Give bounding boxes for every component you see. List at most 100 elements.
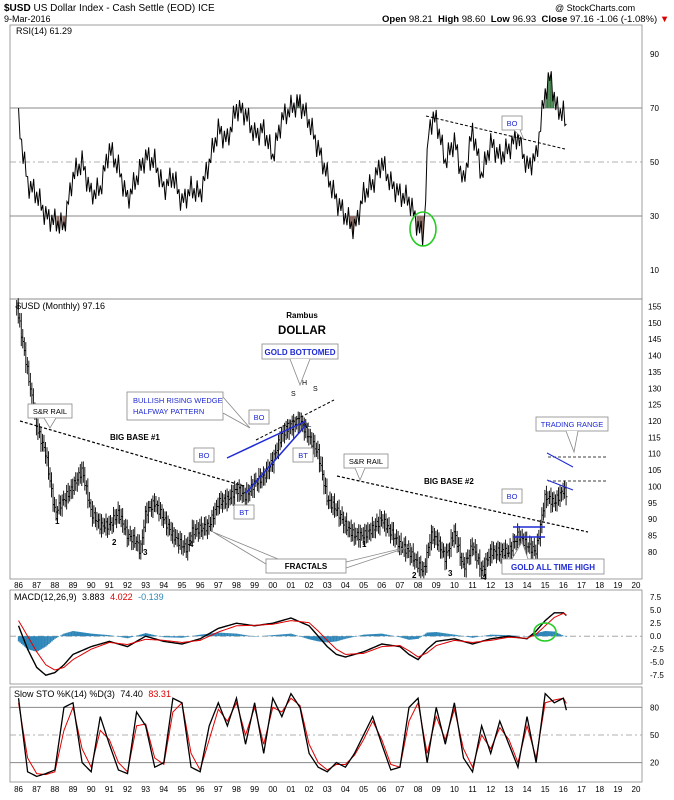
x-tick-label-19: 19 [613,785,622,794]
macd-hist-bar [93,633,96,637]
macd-hist-bar [326,636,329,643]
macd-hist-bar [353,636,356,637]
macd-hist-bar [219,632,221,637]
macd-hist-bar [550,631,553,637]
macd-hist-bar [163,636,165,638]
macd-hist-bar [427,632,430,637]
hist-value: -0.139 [138,592,164,602]
x-tick-label-99: 99 [250,581,259,590]
macd-hist-bar [411,636,413,640]
hs-left-shoulder: S [291,391,296,398]
macd-hist-bar [40,636,43,650]
macd-hist-bar [173,636,176,638]
macd-hist-bar [240,634,242,637]
macd-green-circle [533,622,557,642]
macd-hist-bar [337,636,339,641]
price-layer: 80 85 90 95 100 105 110 115 120 125 130 135 140 145 15… [15,298,662,580]
macd-hist-bar [143,633,146,637]
open-value: 98.21 [408,14,433,25]
macd-hist-bar [95,633,97,637]
price-y-tick-140: 140 [648,352,662,361]
macd-hist-bar [243,634,245,637]
x-tick-label-90: 90 [87,581,96,590]
macd-hist-bar [217,632,220,637]
x-tick-label-00: 00 [268,581,277,590]
macd-hist-bar [493,634,495,637]
macd-hist-bar [497,634,500,637]
macd-hist-bar [505,635,507,637]
macd-hist-bar [453,634,456,637]
sto-y-tick-20: 20 [650,759,659,768]
macd-hist-bar [19,636,21,643]
x-tick-label-86: 86 [14,581,23,590]
macd-hist-bar [423,634,426,637]
x-tick-label-98: 98 [232,581,241,590]
macd-hist-bar [119,636,121,637]
macd-hist-bar [502,634,504,637]
macd-hist-bar [147,633,150,637]
hs-neckline-label: NL [303,422,312,429]
macd-hist-bar [291,634,294,637]
macd-hist-bar [241,634,244,637]
macd-hist-bar [110,635,112,637]
rsi-panel-title: RSI(14) 61.29 [16,26,72,36]
x-tick-label-98: 98 [232,785,241,794]
x-tick-label-20: 20 [632,785,641,794]
macd-hist-bar [278,634,280,637]
macd-hist-bar [446,633,448,637]
sto-layer: 20 50 80 [10,692,659,778]
big-base-1-label: BIG BASE #1 [110,433,160,442]
macd-hist-bar [565,636,568,637]
macd-hist-bar [379,633,382,637]
macd-hist-bar [82,632,85,637]
flag-upper-line [546,452,574,468]
macd-hist-bar [544,631,547,637]
macd-hist-bar [90,633,93,637]
macd-hist-bar [349,636,351,638]
macd-hist-bar [200,634,203,637]
macd-hist-bar [229,633,232,637]
macd-hist-bar [547,631,550,637]
macd-hist-bar [20,636,23,644]
price-y-tick-110: 110 [648,450,661,459]
macd-hist-bar [247,635,250,637]
macd-y-tick-0: 0.0 [650,632,662,641]
macd-hist-bar [66,632,68,637]
base-1-num-2: 2 [112,538,117,547]
x-tick-label-10: 10 [450,785,459,794]
macd-hist-bar [412,636,415,640]
macd-hist-bar [169,636,171,638]
macd-hist-bar [535,633,538,637]
wedge-label-line1: BULLISH RISING WEDGE [133,396,223,405]
x-tick-label-94: 94 [159,785,168,794]
x-tick-label-12: 12 [486,581,495,590]
x-tick-label-07: 07 [395,581,404,590]
macd-hist-bar [43,636,46,648]
macd-hist-bar [546,631,548,637]
signal-value: 4.022 [110,592,133,602]
macd-hist-bar [344,636,347,639]
price-annotations: Rambus DOLLAR GOLD BOTTOMED BULLISH RISI… [19,311,609,582]
macd-hist-bar [172,636,174,638]
trading-range-pointer [565,430,579,454]
macd-hist-bar [99,634,102,637]
macd-hist-bar [486,635,489,637]
macd-hist-bar [120,636,123,638]
x-tick-label-90: 90 [87,785,96,794]
macd-hist-bar [284,634,286,637]
x-tick-label-95: 95 [178,785,187,794]
macd-hist-bar [176,636,179,638]
macd-hist-bar [308,636,311,640]
rsi-bo-pointer [513,129,525,141]
sr-rail-box-2 [343,453,389,469]
open-label: Open [382,14,407,25]
macd-hist-bar [67,632,70,637]
macd-hist-bar [314,636,317,641]
macd-hist-bar [49,636,52,643]
macd-hist-bar [91,633,94,637]
macd-hist-bar [194,635,197,637]
macd-hist-bar [415,636,418,639]
macd-hist-bar [426,632,429,637]
macd-hist-bar [244,635,247,637]
wedge-upper-line [226,420,307,459]
